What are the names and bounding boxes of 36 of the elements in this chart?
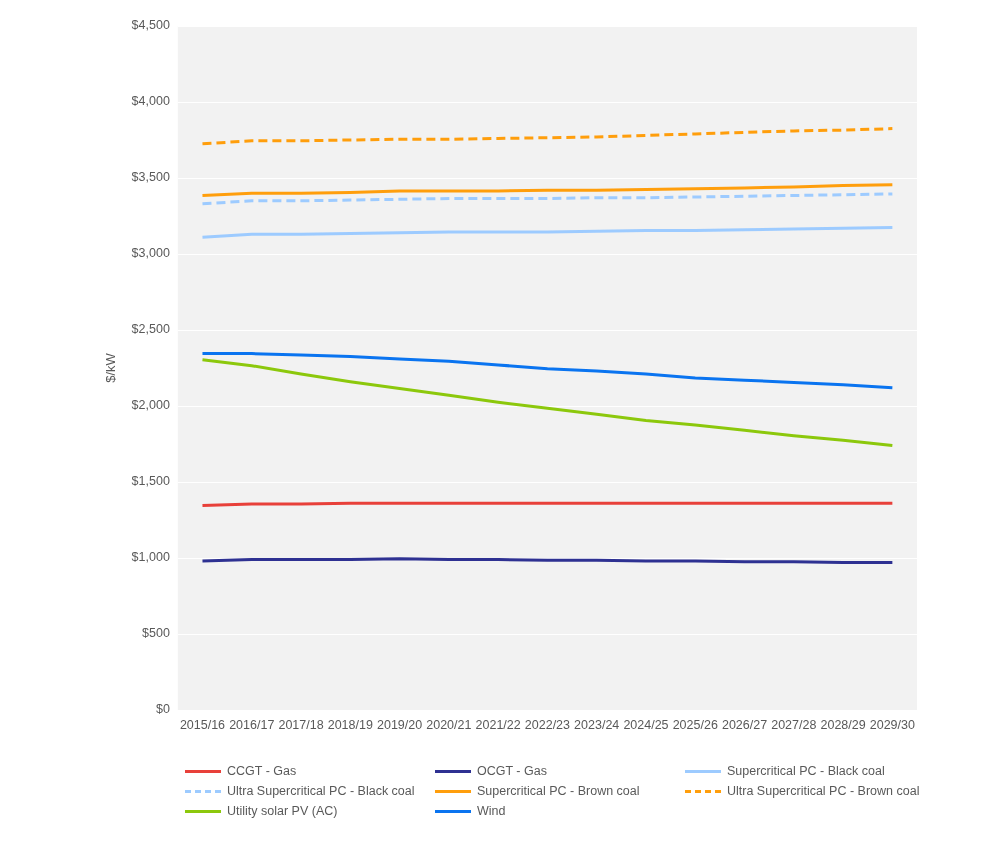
x-tick-label: 2025/26 <box>672 717 718 732</box>
x-tick-label: 2023/24 <box>574 717 620 732</box>
legend-label: Ultra Supercritical PC - Black coal <box>227 784 415 798</box>
x-tick-label: 2019/20 <box>376 717 423 732</box>
line-series <box>200 192 894 206</box>
y-tick-label: $2,000 <box>131 398 170 413</box>
y-tick-label: $3,500 <box>131 170 170 185</box>
x-tick-label: 2029/30 <box>869 717 915 732</box>
x-tick-label: 2017/18 <box>278 717 324 732</box>
y-tick-label: $4,000 <box>131 94 170 109</box>
x-tick-label: 2026/27 <box>721 717 768 732</box>
y-axis-title: $/kW <box>103 352 119 383</box>
y-tick-label: $2,500 <box>131 322 170 337</box>
x-tick-label: 2022/23 <box>524 717 571 732</box>
y-tick-label: $500 <box>142 626 170 641</box>
legend-label: Supercritical PC - Brown coal <box>477 784 640 798</box>
legend-label: OCGT - Gas <box>477 764 547 778</box>
x-tick-label: 2018/19 <box>327 717 373 732</box>
x-tick-label: 2020/21 <box>426 717 472 732</box>
legend-label: Supercritical PC - Black coal <box>727 764 885 778</box>
legend-label: Utility solar PV (AC) <box>227 804 338 818</box>
x-tick-label: 2015/16 <box>179 717 226 732</box>
y-tick-label: $4,500 <box>131 18 170 33</box>
y-tick-label: $3,000 <box>131 246 170 261</box>
x-tick-label: 2016/17 <box>229 717 275 732</box>
x-tick-label: 2021/22 <box>475 717 521 732</box>
y-tick-label: $0 <box>155 702 170 717</box>
x-tick-label: 2027/28 <box>771 717 817 732</box>
x-tick-label: 2024/25 <box>623 717 669 732</box>
line-series <box>200 127 894 146</box>
x-tick-label: 2028/29 <box>820 717 866 732</box>
legend-label: Ultra Supercritical PC - Brown coal <box>727 784 920 798</box>
y-tick-label: $1,000 <box>131 550 170 565</box>
legend-label: CCGT - Gas <box>227 764 297 778</box>
y-tick-label: $1,500 <box>131 474 170 489</box>
legend-label: Wind <box>477 804 506 818</box>
